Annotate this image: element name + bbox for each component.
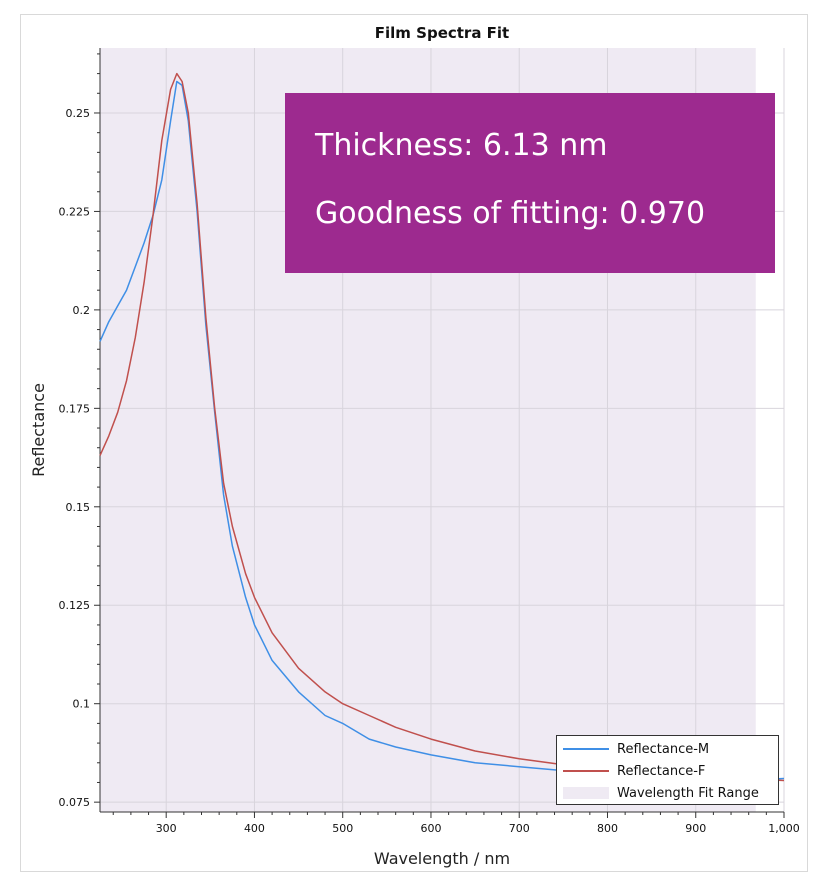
y-axis-label: Reflectance [29,383,48,477]
y-tick-label: 0.225 [59,205,91,218]
data-series [99,72,785,782]
x-tick-label: 900 [685,822,706,835]
legend-item-measured: Reflectance-M [563,740,709,758]
x-axis-label: Wavelength / nm [374,849,510,868]
series-line-fitted [99,72,785,782]
legend-swatch-fitted [563,770,609,772]
legend-item-fitted: Reflectance-F [563,762,705,780]
x-tick-label: 500 [332,822,353,835]
legend-swatch-fit-range [563,787,609,799]
tick-labels: 300 400 500 600 700 800 900 1,000 0.075 0.1 0.125 0… [59,107,800,835]
y-tick-label: 0.075 [59,796,91,809]
x-tick-label: 700 [509,822,530,835]
thickness-text: Thickness: 6.13 nm [315,128,608,163]
y-tick-label: 0.175 [59,402,91,415]
legend-label-fitted: Reflectance-F [617,763,706,779]
x-tick-label: 1,000 [768,822,800,835]
x-tick-label: 300 [156,822,177,835]
x-tick-label: 600 [420,822,441,835]
y-tick-label: 0.25 [66,107,91,120]
legend-label-measured: Reflectance-M [617,741,710,757]
legend: Reflectance-M Reflectance-F Wavelength F… [556,735,779,805]
x-tick-label: 800 [597,822,618,835]
legend-swatch-measured [563,748,609,750]
y-tick-label: 0.125 [59,599,91,612]
legend-item-fit-range: Wavelength Fit Range [563,784,759,802]
legend-label-fit-range: Wavelength Fit Range [617,785,759,801]
chart-title: Film Spectra Fit [375,24,509,42]
y-tick-label: 0.1 [73,698,91,711]
x-tick-label: 400 [244,822,265,835]
series-line-measured [99,80,785,782]
axes [94,48,785,818]
fit-result-box: Thickness: 6.13 nm Goodness of fitting: … [285,93,775,273]
goodness-of-fit-text: Goodness of fitting: 0.970 [315,196,706,231]
y-tick-label: 0.2 [73,304,91,317]
y-tick-label: 0.15 [66,501,91,514]
